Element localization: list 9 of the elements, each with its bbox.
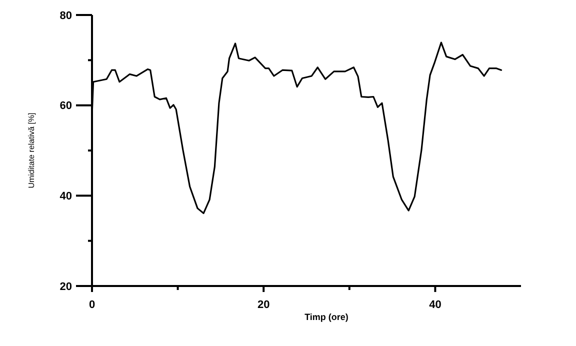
y-tick-label: 40 [60, 190, 72, 203]
y-tick-label: 80 [60, 10, 72, 22]
x-tick-label: 20 [257, 299, 270, 311]
y-axis-title: Umiditate relativă [%] [27, 112, 36, 188]
x-tick-label: 40 [429, 299, 442, 311]
y-tick-label: 60 [60, 100, 72, 112]
x-tick-label: 0 [88, 299, 96, 311]
x-axis-title: Timp (ore) [304, 312, 348, 322]
y-tick-label: 20 [60, 280, 72, 293]
